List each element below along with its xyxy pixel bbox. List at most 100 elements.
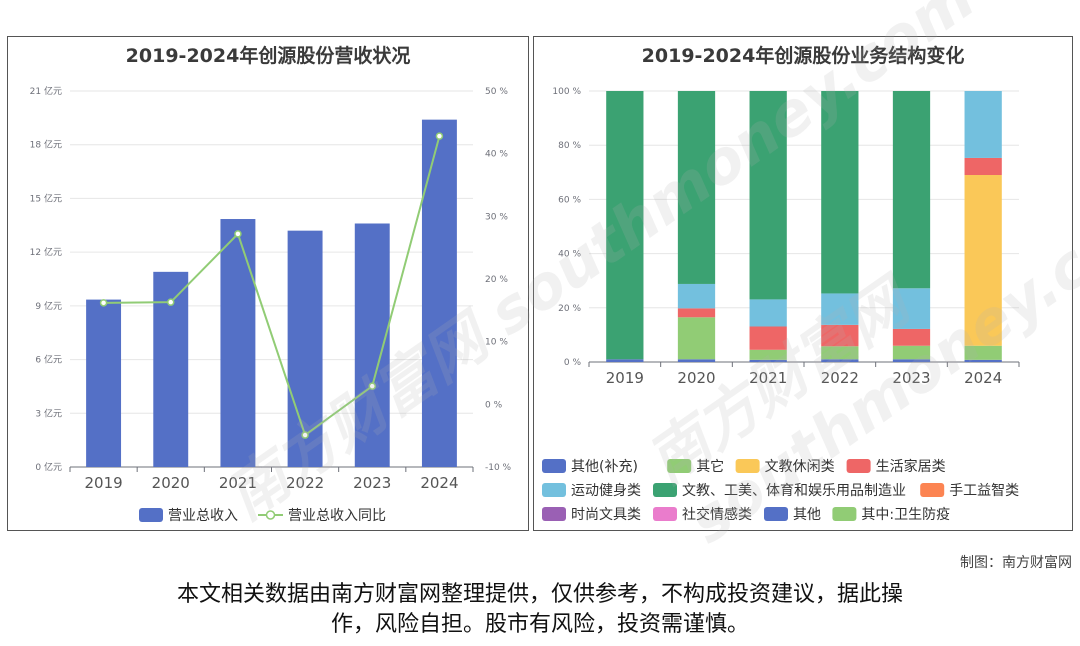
- bar-revenue-2023: [354, 223, 390, 467]
- revenue-chart-panel: 2019-2024年创源股份营收状况 0 亿元 3 亿元 6 亿元 9 亿元 12 亿元…: [7, 36, 529, 531]
- x-tick-label: 2019: [606, 369, 644, 387]
- legend-label-3: 生活家居类: [876, 458, 946, 475]
- disclaimer: 本文相关数据由南方财富网整理提供，仅供参考，不构成投资建议，据此操 作，风险自担…: [70, 580, 1010, 640]
- legend-label-yoy: 营业总收入同比: [288, 508, 386, 524]
- y-tick-left: 12 亿元: [30, 246, 62, 258]
- business-structure-panel: 2019-2024年创源股份业务结构变化 0 % 20 % 40 % 60 % 80 %…: [533, 36, 1073, 531]
- legend-swatch-1: [667, 459, 692, 473]
- bar-revenue-2024: [421, 119, 457, 468]
- y-tick-right: 30 %: [485, 212, 508, 222]
- x-tick-label: 2024: [420, 474, 458, 492]
- revenue-chart-title: 2019-2024年创源股份营收状况: [125, 45, 411, 67]
- stacked-bar-2021-series-3: [749, 326, 787, 350]
- legend-label-4: 运动健身类: [571, 483, 641, 499]
- legend-swatch-0: [542, 459, 566, 473]
- y-tick-left: 0 亿元: [35, 461, 62, 473]
- legend-swatch-revenue: [139, 508, 163, 522]
- y-tick: 60 %: [558, 195, 581, 205]
- stacked-bar-2020-series-3: [677, 308, 716, 318]
- legend-label-7: 时尚文具类: [571, 507, 641, 523]
- x-tick-label: 2022: [821, 369, 859, 387]
- stacked-bar-2019-series-0: [606, 359, 644, 362]
- point-yoy-2022: [301, 431, 309, 439]
- legend-label-0: 其他(补充): [571, 459, 638, 475]
- y-tick: 0 %: [564, 358, 582, 368]
- stacked-bar-2022-series-1: [821, 346, 859, 360]
- stacked-bar-2020-series-4: [677, 283, 716, 309]
- bar-revenue-2021: [220, 219, 256, 467]
- y-tick-right: 40 %: [485, 150, 508, 160]
- x-tick-label: 2020: [677, 369, 715, 387]
- legend-label-8: 社交情感类: [682, 506, 752, 523]
- y-tick-right: 10 %: [485, 338, 508, 348]
- structure-chart: 0 % 20 % 40 % 60 % 80 % 100 % 2019 2020 2021 2022…: [542, 87, 1020, 523]
- stacked-bar-2019-series-5: [606, 91, 644, 360]
- line-revenue-yoy: [103, 135, 441, 437]
- stacked-bar-2023-series-1: [892, 345, 931, 360]
- legend-swatch-9: [764, 507, 788, 521]
- chart-credit: 制图：南方财富网: [960, 555, 1072, 571]
- x-tick-label: 2021: [219, 474, 257, 492]
- y-tick-right: 20 %: [485, 275, 508, 285]
- y-tick: 40 %: [558, 250, 581, 260]
- x-tick-label: 2023: [892, 369, 930, 387]
- y-tick: 100 %: [552, 87, 581, 97]
- stacked-bar-2023-series-5: [892, 91, 931, 289]
- stacked-bar-2020-series-1: [677, 317, 716, 360]
- legend-label-1: 其它: [696, 458, 724, 475]
- stacked-bar-2022-series-4: [821, 293, 859, 325]
- stacked-bar-2020-series-5: [677, 91, 716, 284]
- disclaimer-line-2: 作，风险自担。股市有风险，投资需谨慎。: [330, 612, 749, 637]
- stacked-bar-2023-series-3: [892, 328, 931, 346]
- y-tick-left: 15 亿元: [30, 192, 62, 204]
- legend-label-2: 文教休闲类: [765, 459, 835, 475]
- y-tick: 20 %: [558, 304, 581, 314]
- point-yoy-2023: [368, 382, 376, 390]
- y-tick-right: 50 %: [485, 87, 508, 97]
- y-tick-left: 9 亿元: [35, 300, 62, 312]
- stacked-bar-2023-series-4: [892, 288, 931, 329]
- x-tick-label: 2020: [152, 474, 190, 492]
- legend-label-10: 其中:卫生防疫: [861, 507, 950, 523]
- y-tick-left: 18 亿元: [30, 139, 62, 151]
- legend-swatch-8: [653, 507, 677, 521]
- disclaimer-line-1: 本文相关数据由南方财富网整理提供，仅供参考，不构成投资建议，据此操: [176, 582, 903, 607]
- x-tick-label: 2022: [286, 474, 324, 492]
- stacked-bar-2022-series-3: [821, 324, 859, 347]
- x-tick-label: 2023: [353, 474, 391, 492]
- legend-swatch-3: [846, 459, 871, 473]
- legend-label-9: 其他: [793, 507, 821, 523]
- stacked-bar-2020-series-0: [677, 359, 716, 362]
- legend-swatch-yoy-dot: [265, 510, 276, 520]
- x-tick-label: 2024: [964, 369, 1002, 387]
- stacked-bar-2024-series-0: [964, 359, 1002, 362]
- point-yoy-2019: [99, 299, 108, 307]
- stacked-bar-2021-series-1: [749, 349, 787, 360]
- x-tick-label: 2021: [749, 369, 787, 387]
- x-tick-label: 2019: [84, 474, 122, 492]
- stacked-bar-2023-series-0: [892, 359, 931, 362]
- structure-chart-title: 2019-2024年创源股份业务结构变化: [641, 45, 965, 67]
- y-tick-right: 0 %: [485, 400, 503, 410]
- legend-swatch-2: [735, 459, 760, 473]
- y-tick-left: 21 亿元: [30, 85, 62, 97]
- y-tick-right: -10 %: [485, 463, 512, 473]
- stacked-bar-2024-series-3: [964, 157, 1002, 176]
- legend-swatch-10: [832, 507, 857, 521]
- stacked-bar-2024-series-4: [964, 91, 1002, 158]
- stacked-bar-2022-series-0: [821, 359, 859, 362]
- y-tick-left: 3 亿元: [35, 407, 62, 419]
- point-yoy-2024: [435, 132, 444, 140]
- y-tick: 80 %: [558, 141, 581, 151]
- legend-swatch-5: [653, 483, 677, 497]
- point-yoy-2020: [167, 298, 175, 306]
- stacked-bar-2024-series-1: [964, 345, 1002, 360]
- revenue-chart: 0 亿元 3 亿元 6 亿元 9 亿元 12 亿元 15 亿元 18 亿元 21 亿元 -10 …: [30, 85, 512, 524]
- legend-label-5: 文教、工美、体育和娱乐用品制造业: [682, 483, 906, 499]
- y-tick-left: 6 亿元: [35, 354, 62, 366]
- stacked-bar-2021-series-0: [749, 359, 787, 362]
- stacked-bar-2021-series-4: [749, 299, 787, 327]
- legend-swatch-7: [542, 507, 566, 521]
- legend-label-revenue: 营业总收入: [168, 508, 238, 524]
- stacked-bar-2024-series-2: [964, 175, 1002, 346]
